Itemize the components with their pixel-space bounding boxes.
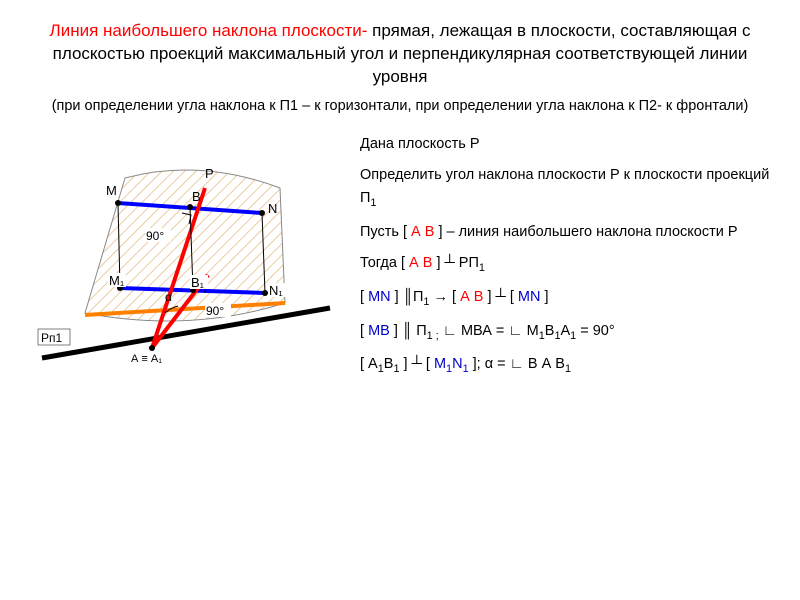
lbl-n: N (268, 201, 277, 216)
lbl-a: А ≡ А₁ (131, 353, 162, 365)
page-subtitle: (при определении угла наклона к П1 – к г… (30, 97, 770, 115)
lbl-m: M (106, 183, 117, 198)
line-4: Тогда [ А В ] ┴ РП1 (360, 252, 770, 277)
lbl-n1: N₁ (269, 283, 283, 298)
lbl-90a: 90° (146, 229, 164, 243)
lbl-rp1: Рп1 (41, 331, 63, 345)
title-red: Линия наибольшего наклона плоскости- (50, 21, 368, 40)
lbl-b1: B₁ (191, 275, 205, 290)
text-column: Дана плоскость Р Определить угол наклона… (360, 133, 770, 393)
line-3: Пусть [ А В ] – линия наибольшего наклон… (360, 221, 770, 243)
content-row: Р M N B M₁ N₁ B₁ А ≡ А₁ Рп1 α 90° 90° (30, 133, 770, 393)
line-6: [ МВ ] ║ П1 ; ∟ МВА = ∟ М1В1А1 = 90° (360, 320, 770, 345)
lbl-90b: 90° (206, 304, 224, 318)
line-1: Дана плоскость Р (360, 133, 770, 155)
lbl-alpha: α (165, 290, 172, 304)
pt-m (115, 200, 121, 206)
line-2: Определить угол наклона плоскости Р к пл… (360, 164, 770, 211)
geometry-diagram: Р M N B M₁ N₁ B₁ А ≡ А₁ Рп1 α 90° 90° (30, 133, 340, 393)
pt-n (259, 210, 265, 216)
pt-b (187, 204, 193, 210)
pt-n1 (262, 290, 268, 296)
lbl-b: B (192, 189, 201, 204)
lbl-p: Р (205, 166, 214, 181)
lbl-m1: M₁ (109, 273, 125, 288)
line-7: [ А1В1 ] ┴ [ М1N1 ]; α = ∟ В А В1 (360, 353, 770, 378)
page-title: Линия наибольшего наклона плоскости- пря… (30, 20, 770, 89)
line-5: [ MN ] ║П1 → [ А В ] ┴ [ MN ] (360, 286, 770, 311)
pt-a (149, 345, 155, 351)
diagram-column: Р M N B M₁ N₁ B₁ А ≡ А₁ Рп1 α 90° 90° (30, 133, 340, 393)
